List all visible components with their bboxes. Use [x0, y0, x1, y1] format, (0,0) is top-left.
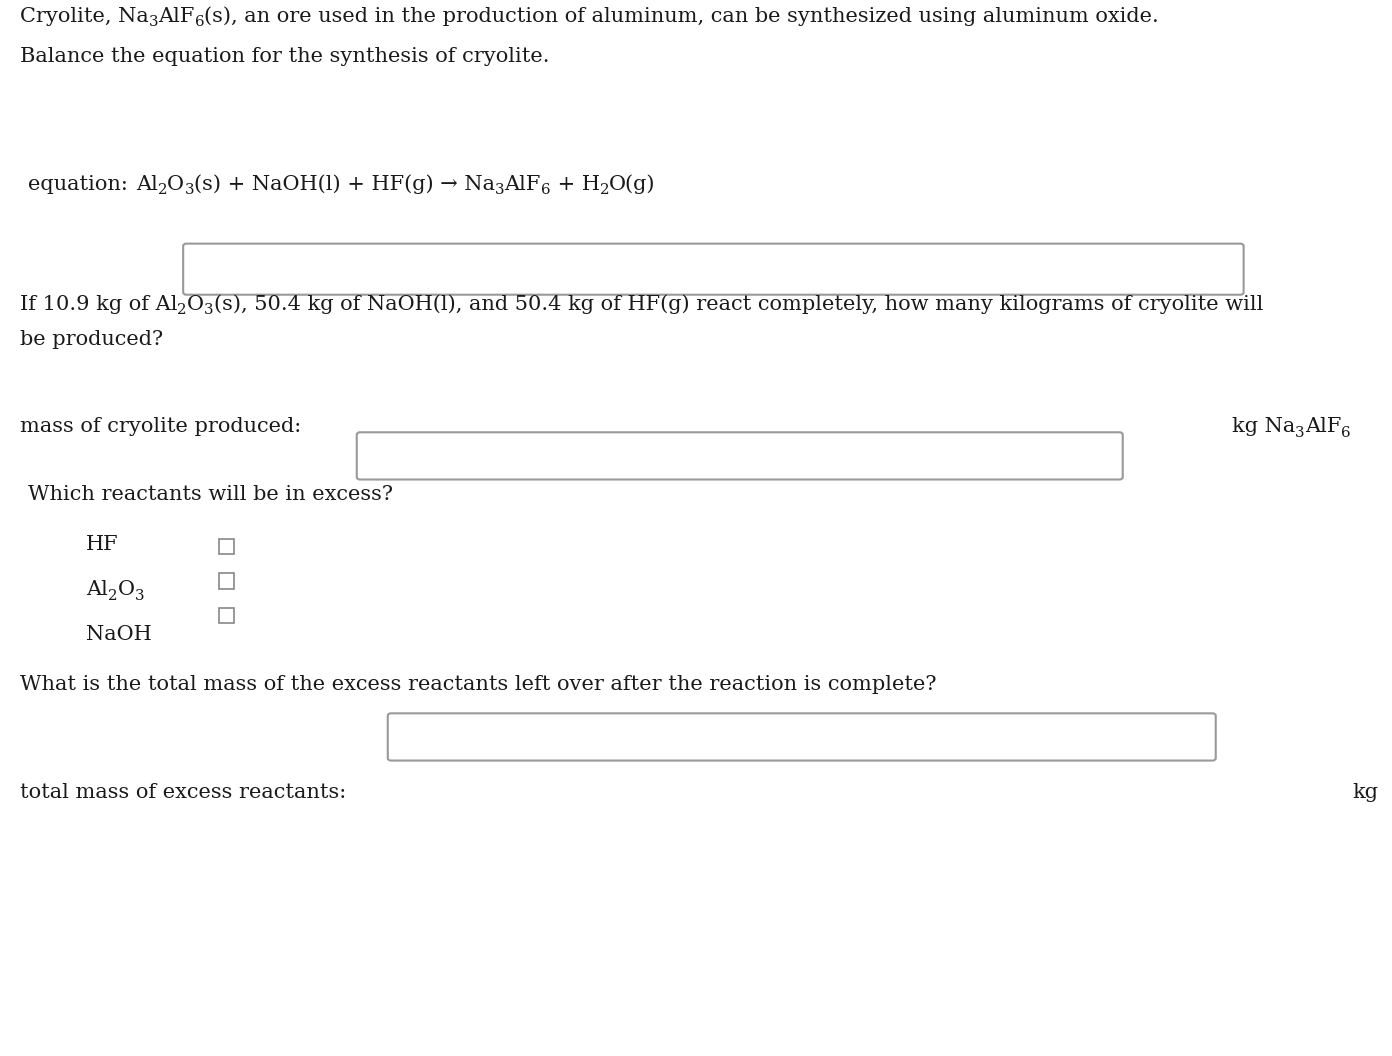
Text: Balance the equation for the synthesis of cryolite.: Balance the equation for the synthesis o… — [19, 48, 550, 65]
FancyBboxPatch shape — [219, 539, 234, 554]
Text: 3: 3 — [496, 184, 505, 197]
Text: 6: 6 — [541, 184, 551, 197]
Text: O(g): O(g) — [610, 174, 656, 194]
Text: 3: 3 — [184, 184, 193, 197]
Text: NaOH: NaOH — [86, 625, 152, 644]
FancyBboxPatch shape — [184, 244, 1243, 295]
Text: O: O — [117, 580, 135, 599]
Text: AlF: AlF — [159, 7, 195, 26]
Text: AlF: AlF — [505, 175, 541, 194]
Text: 6: 6 — [195, 16, 205, 30]
Text: 3: 3 — [149, 16, 159, 30]
Text: Al: Al — [136, 175, 157, 194]
Text: total mass of excess reactants:: total mass of excess reactants: — [19, 782, 347, 802]
Text: 2: 2 — [107, 588, 117, 603]
Text: equation:: equation: — [28, 175, 128, 194]
Text: O: O — [167, 175, 184, 194]
FancyBboxPatch shape — [356, 432, 1123, 479]
Text: Al: Al — [86, 580, 107, 599]
Text: Which reactants will be in excess?: Which reactants will be in excess? — [28, 485, 393, 504]
Text: (s) + NaOH(l) + HF(g) → Na: (s) + NaOH(l) + HF(g) → Na — [193, 174, 496, 194]
Text: O: O — [187, 295, 205, 314]
Text: (s), 50.4 kg of NaOH(l), and 50.4 kg of HF(g) react completely, how many kilogra: (s), 50.4 kg of NaOH(l), and 50.4 kg of … — [214, 295, 1263, 314]
Text: 6: 6 — [1342, 426, 1350, 440]
Text: kg Na: kg Na — [1232, 417, 1295, 436]
Text: (s), an ore used in the production of aluminum, can be synthesized using aluminu: (s), an ore used in the production of al… — [205, 6, 1160, 26]
Text: 2: 2 — [600, 184, 610, 197]
Text: 2: 2 — [178, 303, 187, 318]
Text: 3: 3 — [135, 588, 145, 603]
Text: kg: kg — [1352, 782, 1378, 802]
Text: 3: 3 — [1295, 426, 1304, 440]
FancyBboxPatch shape — [219, 608, 234, 623]
Text: 3: 3 — [205, 303, 214, 318]
Text: mass of cryolite produced:: mass of cryolite produced: — [19, 417, 301, 436]
Text: HF: HF — [86, 535, 118, 554]
FancyBboxPatch shape — [219, 573, 234, 589]
Text: be produced?: be produced? — [19, 329, 163, 348]
Text: If 10.9 kg of Al: If 10.9 kg of Al — [19, 295, 178, 314]
Text: + H: + H — [551, 175, 600, 194]
Text: What is the total mass of the excess reactants left over after the reaction is c: What is the total mass of the excess rea… — [19, 675, 937, 694]
Text: 2: 2 — [157, 184, 167, 197]
Text: Cryolite, Na: Cryolite, Na — [19, 7, 149, 26]
Text: AlF: AlF — [1304, 417, 1342, 436]
FancyBboxPatch shape — [388, 714, 1215, 760]
